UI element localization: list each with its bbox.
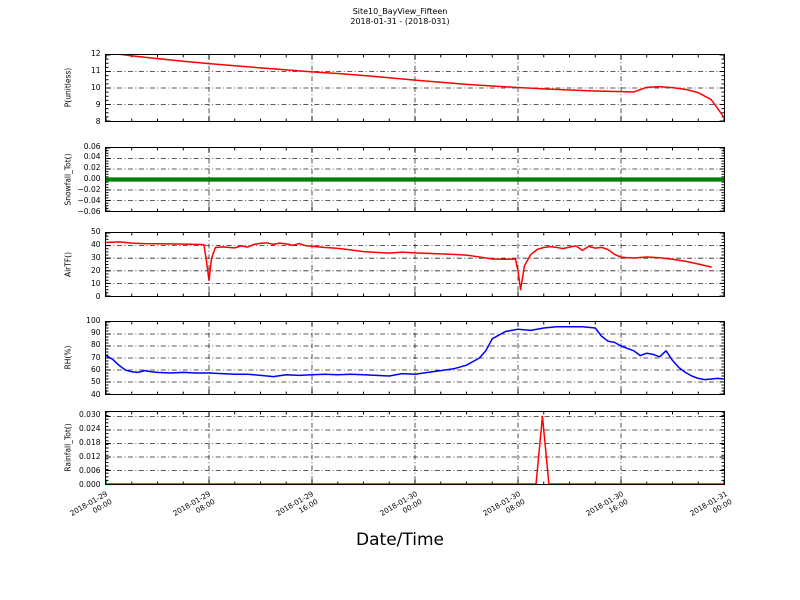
y-tick-label: 40: [90, 389, 101, 399]
y-tick-label: 9: [95, 99, 101, 109]
x-tick-label: 2018-01-30 08:00: [466, 489, 527, 535]
y-tick-label: 0.012: [79, 451, 101, 461]
y-tick-label: −0.06: [77, 206, 101, 216]
y-tick-label: 0: [95, 291, 101, 301]
y-tick-label: 90: [90, 327, 101, 337]
y-axis-label-4: Rainfall_Tot(): [63, 423, 72, 472]
y-tick-label: 0.06: [83, 141, 101, 151]
series-line: [106, 417, 724, 484]
y-tick-label: 30: [90, 252, 101, 262]
figure-title-line-2: 2018-01-31 - (2018-031): [350, 17, 450, 26]
plot-panel-1: [104, 147, 725, 212]
x-tick-label: 2018-01-29 16:00: [259, 489, 320, 535]
y-tick-label: 0.00: [83, 174, 101, 183]
x-tick-label: 2018-01-29 08:00: [156, 489, 217, 535]
y-tick-label: 0.024: [79, 424, 101, 433]
y-tick-label: 80: [90, 340, 101, 350]
y-tick-label: 60: [90, 364, 101, 374]
y-tick-label: 10: [90, 82, 101, 92]
y-tick-label: 20: [90, 265, 101, 275]
y-tick-label: 70: [90, 352, 101, 362]
y-tick-label: 0.04: [83, 152, 101, 162]
y-tick-label: 0.030: [79, 410, 101, 420]
x-tick-label: 2018-01-31 00:00: [673, 489, 734, 535]
x-tick-label: 2018-01-30 00:00: [363, 489, 424, 535]
y-tick-label: 100: [86, 315, 101, 325]
y-tick-label: 0.018: [79, 437, 101, 447]
series-line: [106, 242, 711, 290]
x-tick-label: 2018-01-30 16:00: [569, 489, 630, 535]
y-tick-label: 40: [90, 239, 101, 249]
y-tick-label: 0.000: [79, 479, 101, 489]
y-tick-label: 50: [90, 377, 101, 387]
y-axis-label-1: Snowfall_Tot(): [63, 152, 72, 206]
y-axis-label-2: AirTF(): [63, 251, 72, 277]
figure-title-line-1: Site10_BayView_Fifteen: [352, 7, 448, 16]
y-axis-label-3: RH(%): [63, 345, 72, 370]
y-axis-label-0: P(unitless): [63, 67, 72, 108]
y-tick-label: 11: [90, 65, 101, 75]
y-tick-label: 0.02: [83, 163, 101, 173]
series-line: [106, 327, 724, 380]
series-line: [106, 55, 724, 117]
y-tick-label: 8: [95, 116, 101, 126]
plot-panel-3: [104, 321, 725, 395]
plot-panel-2: [104, 232, 725, 297]
plot-panel-0: [104, 54, 725, 122]
y-tick-label: 50: [90, 226, 101, 236]
y-tick-label: 10: [90, 278, 101, 288]
y-tick-label: −0.02: [77, 184, 101, 194]
plot-panel-4: [104, 411, 725, 485]
y-tick-label: 0.006: [79, 465, 101, 475]
y-tick-label: 12: [90, 48, 101, 58]
x-tick-label: 2018-01-29 00:00: [53, 489, 114, 535]
x-axis-label: Date/Time: [356, 530, 444, 550]
figure-title: Site10_BayView_Fifteen 2018-01-31 - (201…: [0, 7, 800, 27]
y-tick-label: −0.04: [77, 195, 101, 205]
